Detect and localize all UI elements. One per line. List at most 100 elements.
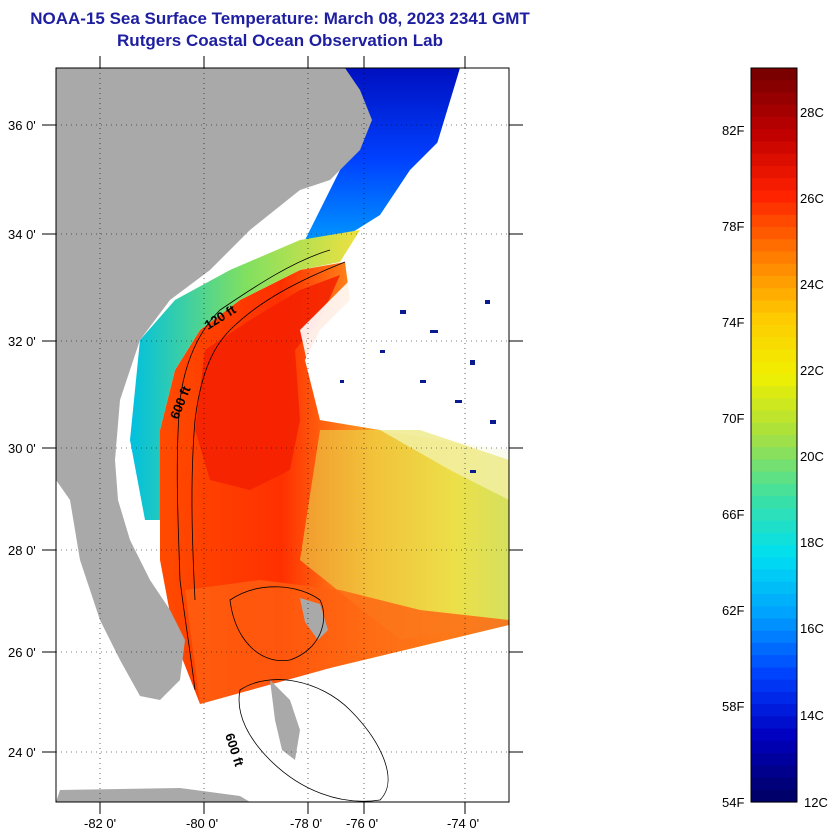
land-bahamas-andros xyxy=(270,680,300,760)
colorbar-band xyxy=(751,214,797,228)
colorbar-band xyxy=(751,508,797,522)
colorbar-band xyxy=(751,300,797,314)
colorbar-band xyxy=(751,777,797,791)
colorbar-band xyxy=(751,740,797,754)
colorbar-band xyxy=(751,337,797,350)
colorbar-c-label: 28C xyxy=(800,105,824,120)
colorbar-c-label: 26C xyxy=(800,191,824,206)
isobath-120ft xyxy=(176,249,331,691)
colorbar-band xyxy=(751,190,797,204)
colorbar-c-label: 14C xyxy=(800,708,824,723)
colorbar-band xyxy=(751,398,797,412)
colorbar-band xyxy=(751,569,797,583)
colorbar-c-labels: 28C 26C 24C 22C 20C 18C 16C 14C 12C xyxy=(800,105,828,810)
colorbar-band xyxy=(751,642,797,656)
colorbar-band xyxy=(751,202,797,216)
land-mainland xyxy=(56,68,372,700)
lon-label: -82 0' xyxy=(84,816,116,831)
colorbar-band xyxy=(751,165,797,179)
lon-label: -74 0' xyxy=(447,816,479,831)
isobath-600ft xyxy=(191,261,346,601)
colorbar-f-labels: 82F 78F 74F 70F 66F 62F 58F 54F xyxy=(722,123,744,810)
colorbar-band xyxy=(751,116,797,130)
colorbar-band xyxy=(751,765,797,779)
colorbar-band xyxy=(751,435,797,448)
colorbar-band xyxy=(751,557,797,571)
colorbar-band xyxy=(751,263,797,277)
colorbar-f-label: 58F xyxy=(722,699,744,714)
lon-label: -78 0' xyxy=(290,816,322,831)
lat-label: 36 0' xyxy=(8,118,36,133)
colorbar-frame xyxy=(750,67,798,803)
colorbar-band xyxy=(751,594,797,607)
colorbar-band xyxy=(751,545,797,558)
colorbar-band xyxy=(751,104,797,118)
colorbar-c-label: 16C xyxy=(800,621,824,636)
lat-label: 34 0' xyxy=(8,227,36,242)
colorbar-c-label: 22C xyxy=(800,363,824,378)
colorbar-band xyxy=(751,520,797,534)
colorbar-band xyxy=(751,275,797,289)
colorbar-band xyxy=(751,129,797,142)
colorbar-band xyxy=(751,581,797,595)
colorbar-band xyxy=(751,728,797,742)
colorbar-band xyxy=(751,251,797,265)
isobath-bahamas xyxy=(229,586,325,662)
sst-south-bahamas xyxy=(185,580,509,704)
colorbar-f-label: 66F xyxy=(722,507,744,522)
colorbar-band xyxy=(751,447,797,461)
colorbar-f-label: 78F xyxy=(722,219,744,234)
cloud-speckle xyxy=(340,300,496,473)
colorbar-band xyxy=(751,239,797,253)
colorbar-c-label: 12C xyxy=(804,795,828,810)
colorbar-c-label: 20C xyxy=(800,449,824,464)
colorbar-band xyxy=(751,667,797,681)
colorbar-band xyxy=(751,422,797,436)
colorbar-band xyxy=(751,471,797,485)
land-bahamas-abaco xyxy=(300,598,328,640)
colorbar-c-label: 24C xyxy=(800,277,824,292)
colorbar-band xyxy=(751,410,797,424)
isobath-bahamas-south xyxy=(238,679,389,802)
colorbar-f-label: 54F xyxy=(722,795,744,810)
sst-northern-cold xyxy=(300,68,460,250)
lat-label: 26 0' xyxy=(8,645,36,660)
colorbar-band xyxy=(751,386,797,399)
lat-label: 32 0' xyxy=(8,334,36,349)
sst-coastal-band xyxy=(130,230,360,520)
colorbar-f-label: 62F xyxy=(722,603,744,618)
colorbar-band xyxy=(751,92,797,106)
land-cuba-edge xyxy=(56,788,250,802)
sst-outer-sea-white xyxy=(380,68,509,330)
colorbar-band xyxy=(751,704,797,717)
colorbar-band xyxy=(751,483,797,497)
colorbar-band xyxy=(751,80,797,94)
colorbar-band xyxy=(751,679,797,693)
colorbar-c-label: 18C xyxy=(800,535,824,550)
axis-ticks xyxy=(42,56,523,814)
colorbar-band xyxy=(751,459,797,473)
lon-label: -76 0' xyxy=(346,816,378,831)
colorbar-band xyxy=(751,753,797,766)
lon-label: -80 0' xyxy=(186,816,218,831)
colorbar-band xyxy=(751,361,797,375)
colorbar-f-label: 82F xyxy=(722,123,744,138)
colorbar-band xyxy=(751,789,797,803)
title-line-1: NOAA-15 Sea Surface Temperature: March 0… xyxy=(30,9,530,28)
colorbar-band xyxy=(751,153,797,167)
colorbar-band xyxy=(751,496,797,509)
colorbar-f-label: 74F xyxy=(722,315,744,330)
colorbar-band xyxy=(751,227,797,240)
colorbar-band xyxy=(751,618,797,632)
colorbar-band xyxy=(751,68,797,81)
colorbar-band xyxy=(751,655,797,669)
map-frame xyxy=(55,67,510,803)
title-line-2: Rutgers Coastal Ocean Observation Lab xyxy=(117,31,443,50)
colorbar-band xyxy=(751,324,797,338)
colorbar-f-label: 70F xyxy=(722,411,744,426)
colorbar-band xyxy=(751,630,797,644)
sst-swath-mixed xyxy=(300,430,509,640)
colorbar-band xyxy=(751,349,797,363)
graticule xyxy=(56,68,509,802)
